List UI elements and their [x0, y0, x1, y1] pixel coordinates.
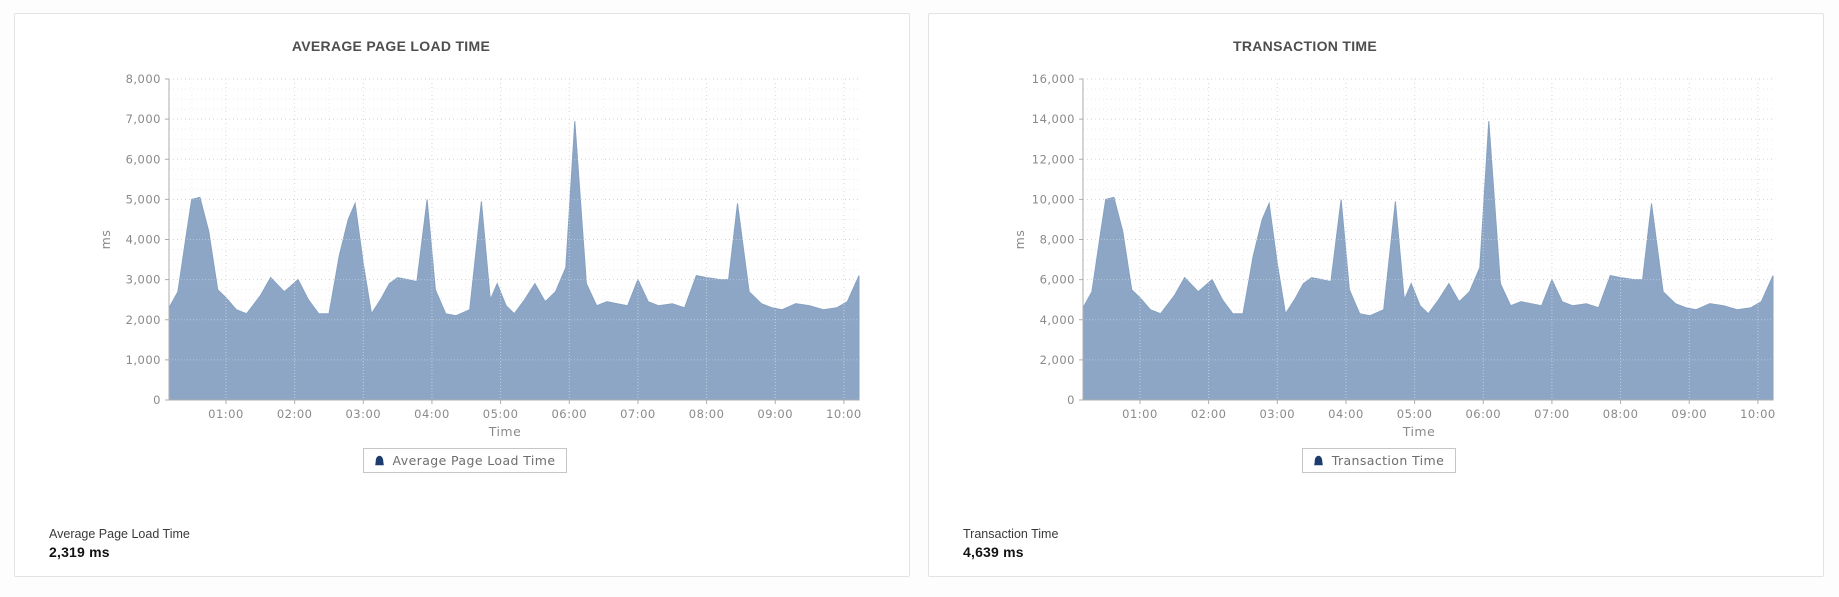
x-tick-label: 07:00	[620, 407, 656, 421]
x-tick-label: 08:00	[1603, 407, 1639, 421]
y-axis-title: ms	[98, 230, 113, 250]
x-tick-label: 09:00	[757, 407, 793, 421]
x-tick-label: 10:00	[1740, 407, 1776, 421]
legend-row: Transaction Time	[949, 448, 1809, 473]
y-tick-label: 2,000	[126, 313, 161, 327]
x-axis-title: Time	[1402, 424, 1436, 439]
x-tick-label: 03:00	[1259, 407, 1295, 421]
y-tick-label: 6,000	[126, 152, 161, 166]
y-tick-label: 0	[153, 393, 161, 407]
x-tick-label: 03:00	[345, 407, 381, 421]
y-tick-label: 0	[1067, 393, 1075, 407]
x-tick-label: 01:00	[208, 407, 244, 421]
y-tick-label: 1,000	[126, 353, 161, 367]
summary-label: Transaction Time	[963, 527, 1059, 541]
legend-label: Transaction Time	[1331, 453, 1445, 468]
y-tick-label: 4,000	[126, 233, 161, 247]
y-tick-label: 10,000	[1032, 192, 1075, 206]
legend-row: Average Page Load Time	[35, 448, 895, 473]
x-tick-label: 06:00	[551, 407, 587, 421]
y-tick-label: 6,000	[1040, 273, 1075, 287]
y-tick-label: 8,000	[1040, 233, 1075, 247]
legend-transaction-time[interactable]: Transaction Time	[1301, 448, 1457, 473]
x-tick-label: 01:00	[1122, 407, 1158, 421]
y-axis-title: ms	[1012, 230, 1027, 250]
y-tick-label: 14,000	[1032, 112, 1075, 126]
chart-summary: Average Page Load Time 2,319 ms	[49, 527, 190, 560]
summary-value: 2,319 ms	[49, 544, 110, 560]
area-series-average-page-load-time[interactable]	[168, 121, 860, 401]
x-tick-label: 02:00	[1191, 407, 1227, 421]
chart-title: TRANSACTION TIME	[1232, 38, 1377, 54]
legend-average-page-load-time[interactable]: Average Page Load Time	[362, 448, 568, 473]
area-chart-average-page-load-time[interactable]: 0 1,000 2,000 3,000 4,000 5,000 6,000 7,000 8,00…	[35, 57, 895, 442]
x-tick-label: 09:00	[1671, 407, 1707, 421]
y-tick-label: 2,000	[1040, 353, 1075, 367]
chart-summary: Transaction Time 4,639 ms	[963, 527, 1058, 560]
chart-block: TRANSACTION TIME 0 2,000 4,000 6,000 8,000 10…	[929, 14, 1823, 473]
legend-label: Average Page Load Time	[392, 453, 556, 468]
chart-block: AVERAGE PAGE LOAD TIME 0 1,000 2,000 3,000 4…	[15, 14, 909, 473]
page-load-chart-card: AVERAGE PAGE LOAD TIME 0 1,000 2,000 3,000 4…	[14, 13, 910, 577]
x-tick-label: 02:00	[277, 407, 313, 421]
x-tick-label: 04:00	[1328, 407, 1364, 421]
transaction-chart-card: TRANSACTION TIME 0 2,000 4,000 6,000 8,000 10…	[928, 13, 1824, 577]
x-tick-label: 04:00	[414, 407, 450, 421]
x-tick-label: 07:00	[1534, 407, 1570, 421]
chart-title: AVERAGE PAGE LOAD TIME	[291, 38, 491, 54]
y-tick-label: 12,000	[1032, 152, 1075, 166]
summary-label: Average Page Load Time	[49, 527, 190, 541]
area-series-marker-icon	[374, 455, 384, 466]
x-tick-label: 05:00	[483, 407, 519, 421]
x-tick-label: 08:00	[689, 407, 725, 421]
y-tick-label: 7,000	[126, 112, 161, 126]
x-axis-title: Time	[488, 424, 522, 439]
x-tick-label: 06:00	[1465, 407, 1501, 421]
y-tick-label: 3,000	[126, 273, 161, 287]
x-tick-label: 10:00	[826, 407, 862, 421]
summary-value: 4,639 ms	[963, 544, 1024, 560]
y-tick-label: 5,000	[126, 192, 161, 206]
area-series-transaction-time[interactable]	[1082, 121, 1774, 401]
x-tick-label: 05:00	[1397, 407, 1433, 421]
area-chart-transaction-time[interactable]: 0 2,000 4,000 6,000 8,000 10,000 12,000 14,000 1…	[949, 57, 1809, 442]
y-tick-label: 4,000	[1040, 313, 1075, 327]
area-series-marker-icon	[1313, 455, 1323, 466]
y-tick-label: 8,000	[126, 72, 161, 86]
y-tick-label: 16,000	[1032, 72, 1075, 86]
